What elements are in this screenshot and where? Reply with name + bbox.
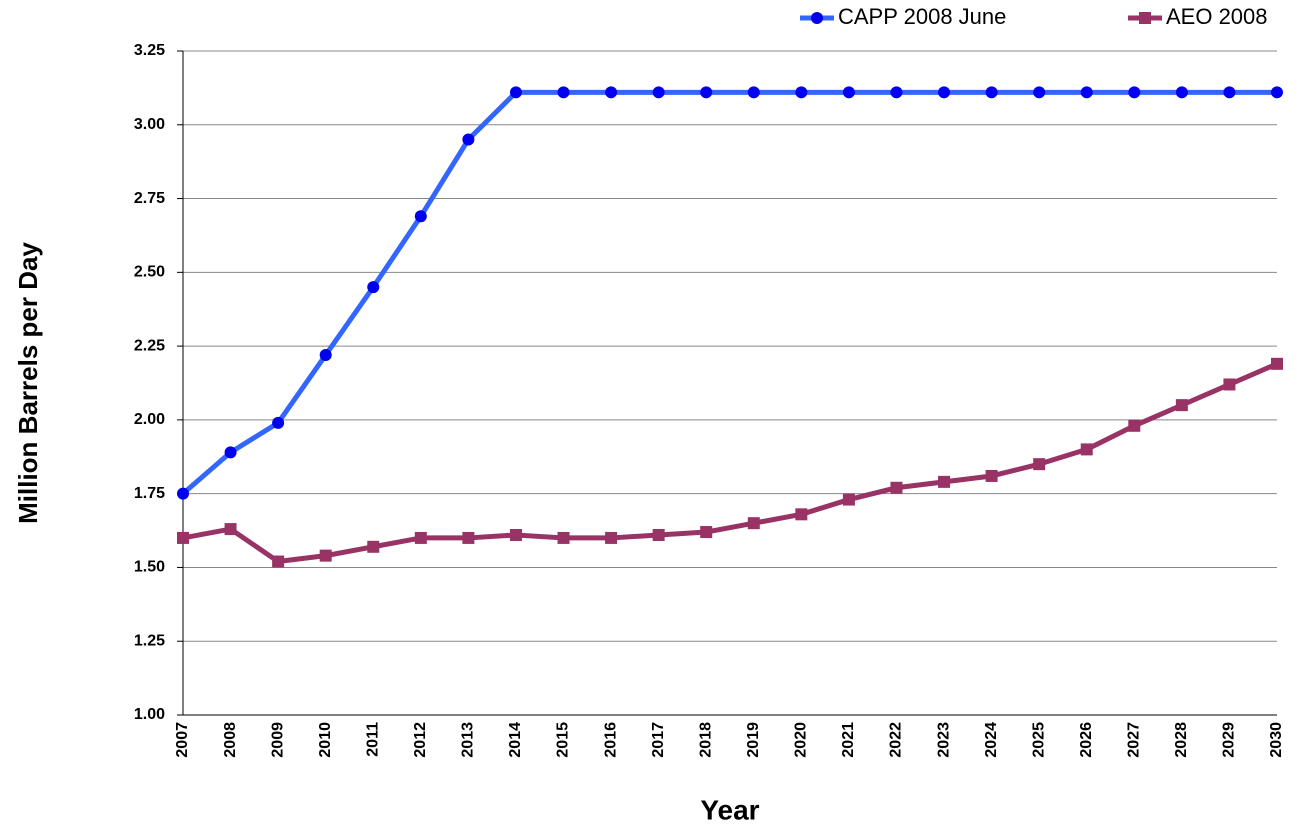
data-point	[1175, 399, 1188, 412]
data-point	[1080, 86, 1093, 99]
data-point	[1033, 86, 1046, 99]
legend-label: CAPP 2008 June	[838, 4, 1006, 29]
data-point	[1128, 419, 1141, 432]
x-tick-label: 2020	[793, 722, 810, 758]
legend-marker	[811, 12, 823, 24]
x-tick-label: 2024	[983, 722, 1000, 758]
x-tick-label: 2029	[1221, 722, 1238, 758]
x-tick-label: 2008	[222, 722, 239, 758]
y-tick-label: 2.75	[134, 190, 165, 207]
x-tick-label: 2030	[1268, 722, 1285, 758]
data-point	[890, 86, 903, 99]
data-point	[319, 549, 332, 562]
data-point	[224, 446, 237, 459]
data-point	[414, 531, 427, 544]
y-tick-label: 1.75	[134, 485, 165, 502]
y-tick-label: 2.50	[134, 264, 165, 281]
x-axis-label: Year	[700, 794, 759, 825]
data-point	[985, 469, 998, 482]
x-tick-label: 2010	[317, 722, 334, 758]
data-point	[795, 86, 808, 99]
x-tick-label: 2013	[460, 722, 477, 758]
x-tick-label: 2023	[935, 722, 952, 758]
y-axis-label: Million Barrels per Day	[13, 242, 43, 524]
data-point	[700, 86, 713, 99]
data-point	[605, 531, 618, 544]
data-point	[842, 493, 855, 506]
data-point	[1080, 443, 1093, 456]
y-tick-label: 3.25	[134, 42, 165, 59]
data-point	[462, 133, 475, 146]
x-tick-label: 2016	[602, 722, 619, 758]
x-tick-label: 2011	[364, 722, 381, 757]
x-tick-label: 2018	[697, 722, 714, 758]
y-tick-label: 2.00	[134, 411, 165, 428]
x-tick-label: 2025	[1030, 722, 1047, 758]
x-tick-label: 2009	[269, 722, 286, 758]
data-point	[795, 508, 808, 521]
x-tick-label: 2026	[1078, 722, 1095, 758]
data-point	[605, 86, 618, 99]
data-point	[890, 481, 903, 494]
data-point	[557, 531, 570, 544]
data-point	[557, 86, 570, 99]
data-point	[367, 540, 380, 553]
data-point	[177, 531, 189, 544]
x-tick-label: 2022	[888, 722, 905, 758]
data-point	[652, 86, 665, 99]
data-point	[985, 86, 998, 99]
data-point	[938, 475, 951, 488]
y-tick-label: 3.00	[134, 116, 165, 133]
x-tick-label: 2007	[174, 722, 191, 758]
data-point	[177, 487, 189, 500]
data-point	[1223, 378, 1236, 391]
y-tick-label: 1.50	[134, 559, 165, 576]
y-tick-label: 1.00	[134, 706, 165, 723]
data-point	[700, 526, 713, 539]
data-point	[462, 531, 475, 544]
x-tick-label: 2015	[555, 722, 572, 758]
data-point	[1128, 86, 1141, 99]
x-tick-label: 2012	[412, 722, 429, 758]
x-tick-label: 2027	[1126, 722, 1143, 758]
data-point	[319, 348, 332, 361]
series-line	[182, 361, 1278, 565]
data-point	[224, 523, 237, 536]
data-point	[509, 86, 522, 99]
data-point	[1033, 458, 1046, 471]
x-tick-label: 2028	[1173, 722, 1190, 758]
x-tick-label: 2021	[840, 722, 857, 758]
legend-label: AEO 2008	[1166, 4, 1268, 29]
data-point	[509, 528, 522, 541]
legend-marker	[1139, 12, 1151, 24]
data-point	[842, 86, 855, 99]
data-point	[1271, 86, 1283, 99]
data-point	[272, 555, 285, 568]
y-tick-label: 2.25	[134, 337, 165, 354]
data-point	[272, 416, 285, 429]
data-point	[938, 86, 951, 99]
data-point	[747, 86, 760, 99]
x-tick-label: 2019	[745, 722, 762, 758]
data-point	[1175, 86, 1188, 99]
x-tick-label: 2014	[507, 722, 524, 758]
data-point	[1223, 86, 1236, 99]
y-tick-label: 1.25	[134, 632, 165, 649]
data-point	[367, 281, 380, 294]
data-point	[747, 517, 760, 530]
data-point	[1271, 357, 1283, 370]
data-point	[414, 210, 427, 223]
x-tick-label: 2017	[650, 722, 667, 758]
data-point	[652, 528, 665, 541]
series-line	[181, 89, 1277, 496]
